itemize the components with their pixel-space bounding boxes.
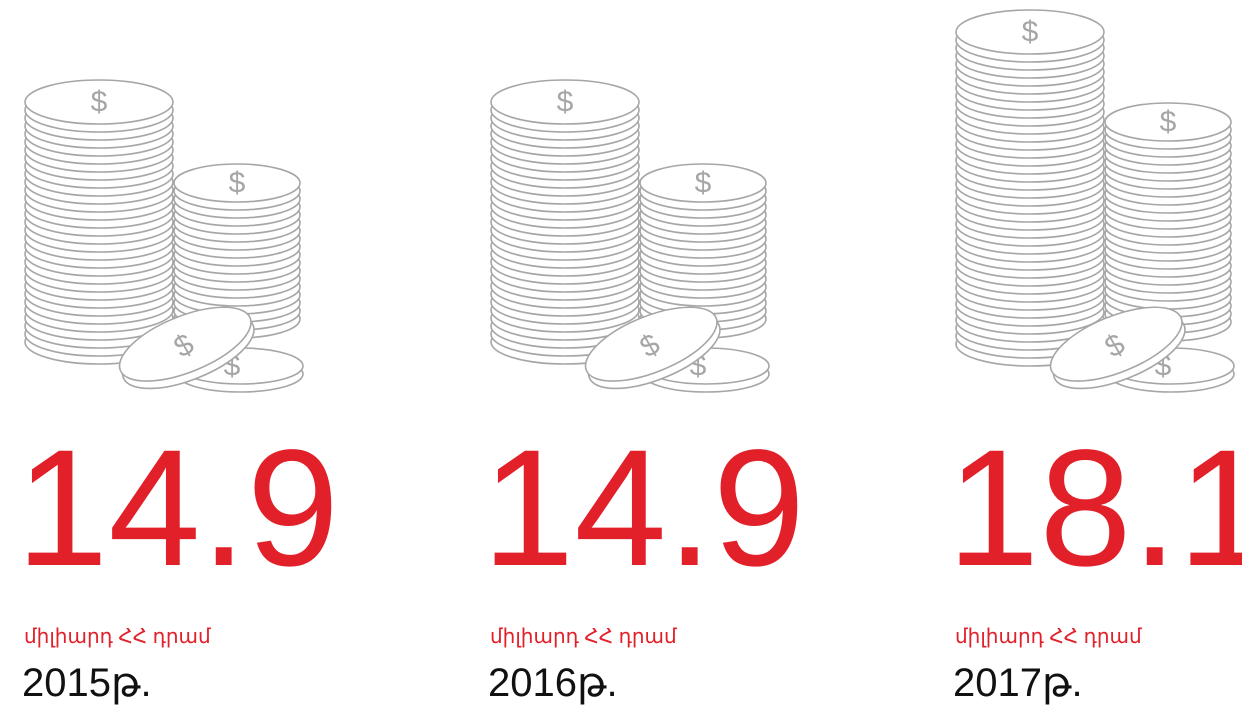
coin [955,9,1105,55]
coin [584,306,718,382]
dollar-sign: $ [91,86,108,119]
icons: $$$$$$$$$$$$ [24,9,1235,393]
tilted-coin [1049,306,1186,390]
value: 14.9 [482,416,805,601]
coin [639,163,767,203]
coin-stacks: $$$$ [24,79,304,393]
value: 14.9 [16,416,339,601]
dollar-sign: $ [1160,106,1177,139]
dollar-sign: $ [695,167,712,200]
coin [118,306,252,382]
unit: միլիարդ ՀՀ դրամ [490,626,677,648]
dollar-sign: $ [1022,16,1039,49]
dollar-sign: $ [229,167,246,200]
unit: միլիարդ ՀՀ դրամ [955,626,1142,648]
year: 2017թ. [953,661,1083,705]
tilted-coin [118,306,255,390]
coin [24,79,174,125]
coin [1104,102,1232,142]
coin [173,163,301,203]
year: 2015թ. [22,661,152,705]
tilted-coin [584,306,721,390]
texts: 14.9 միլիարդ ՀՀ դրամ 2015թ. 14.9 միլիարդ ՀՀ … [16,416,1242,705]
value: 18.1 [947,416,1242,601]
coin [1049,306,1183,382]
coin-stacks: $$$$ [490,79,770,393]
coin [490,79,640,125]
coin-stacks: $$$$ [955,9,1235,393]
year: 2016թ. [488,661,618,705]
dollar-sign: $ [557,86,574,119]
unit: միլիարդ ՀՀ դրամ [24,626,211,648]
